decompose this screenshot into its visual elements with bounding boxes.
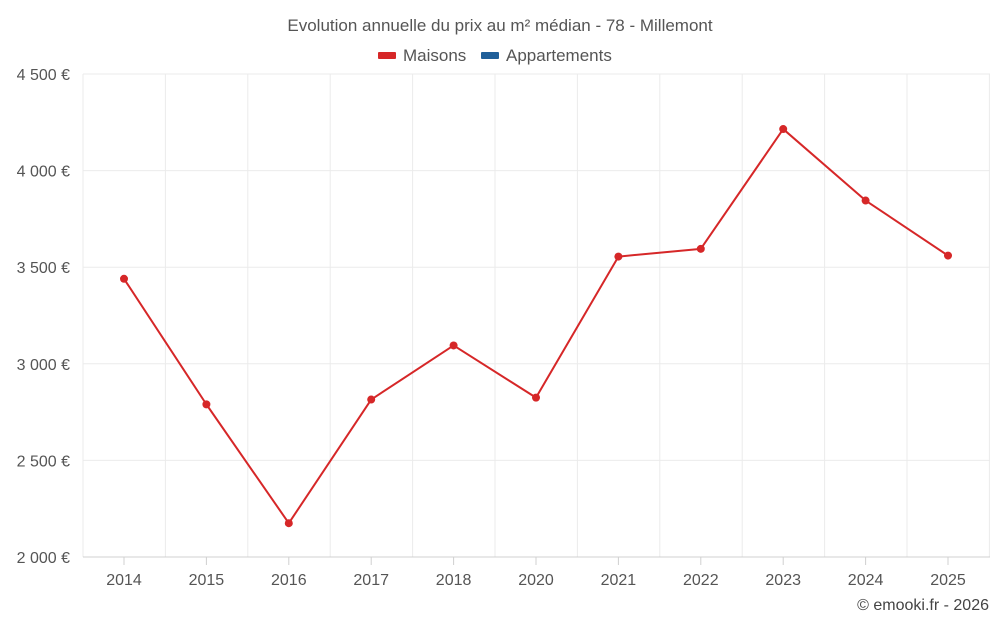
- legend: Maisons Appartements: [378, 46, 612, 65]
- plot-area: [120, 125, 952, 528]
- legend-swatch-appartements: [481, 52, 499, 59]
- data-point[interactable]: [614, 252, 623, 261]
- chart-title: Evolution annuelle du prix au m² médian …: [287, 16, 712, 35]
- x-tick-label: 2024: [848, 572, 884, 589]
- data-point[interactable]: [861, 196, 870, 205]
- legend-swatch-maisons: [378, 52, 396, 59]
- x-tick-label: 2022: [683, 572, 719, 589]
- legend-label-appartements: Appartements: [506, 46, 612, 65]
- x-tick-label: 2014: [106, 572, 142, 589]
- credit-text: © emooki.fr - 2026: [857, 597, 989, 614]
- data-point[interactable]: [202, 400, 211, 409]
- data-point[interactable]: [120, 274, 128, 283]
- y-tick-label: 2 500 €: [17, 453, 70, 470]
- grid: [82, 73, 990, 557]
- y-axis: 2 000 € 2 500 € 3 000 € 3 500 € 4 000 € 4 500…: [17, 67, 70, 567]
- data-point[interactable]: [944, 251, 952, 260]
- data-point[interactable]: [449, 341, 458, 350]
- x-axis: 2014 2015 2016 2017 2018 2020 2021 2022 2023 2024…: [106, 557, 966, 589]
- y-tick-label: 3 000 €: [17, 357, 70, 374]
- x-tick-label: 2017: [353, 572, 389, 589]
- x-tick-label: 2015: [189, 572, 225, 589]
- legend-label-maisons: Maisons: [403, 46, 466, 65]
- legend-item-appartements[interactable]: Appartements: [481, 46, 612, 65]
- data-point[interactable]: [696, 244, 705, 253]
- y-tick-label: 4 000 €: [17, 164, 70, 181]
- y-tick-label: 4 500 €: [17, 67, 70, 84]
- x-tick-label: 2018: [436, 572, 472, 589]
- legend-item-maisons[interactable]: Maisons: [378, 46, 466, 65]
- y-tick-label: 3 500 €: [17, 260, 70, 277]
- x-tick-label: 2016: [271, 572, 307, 589]
- x-tick-label: 2021: [601, 572, 637, 589]
- data-point[interactable]: [532, 393, 540, 402]
- x-tick-label: 2025: [930, 572, 966, 589]
- y-tick-label: 2 000 €: [17, 550, 70, 567]
- data-point[interactable]: [284, 519, 293, 528]
- data-point[interactable]: [367, 395, 376, 404]
- data-point[interactable]: [779, 125, 788, 134]
- x-tick-label: 2023: [765, 572, 801, 589]
- x-tick-label: 2020: [518, 572, 554, 589]
